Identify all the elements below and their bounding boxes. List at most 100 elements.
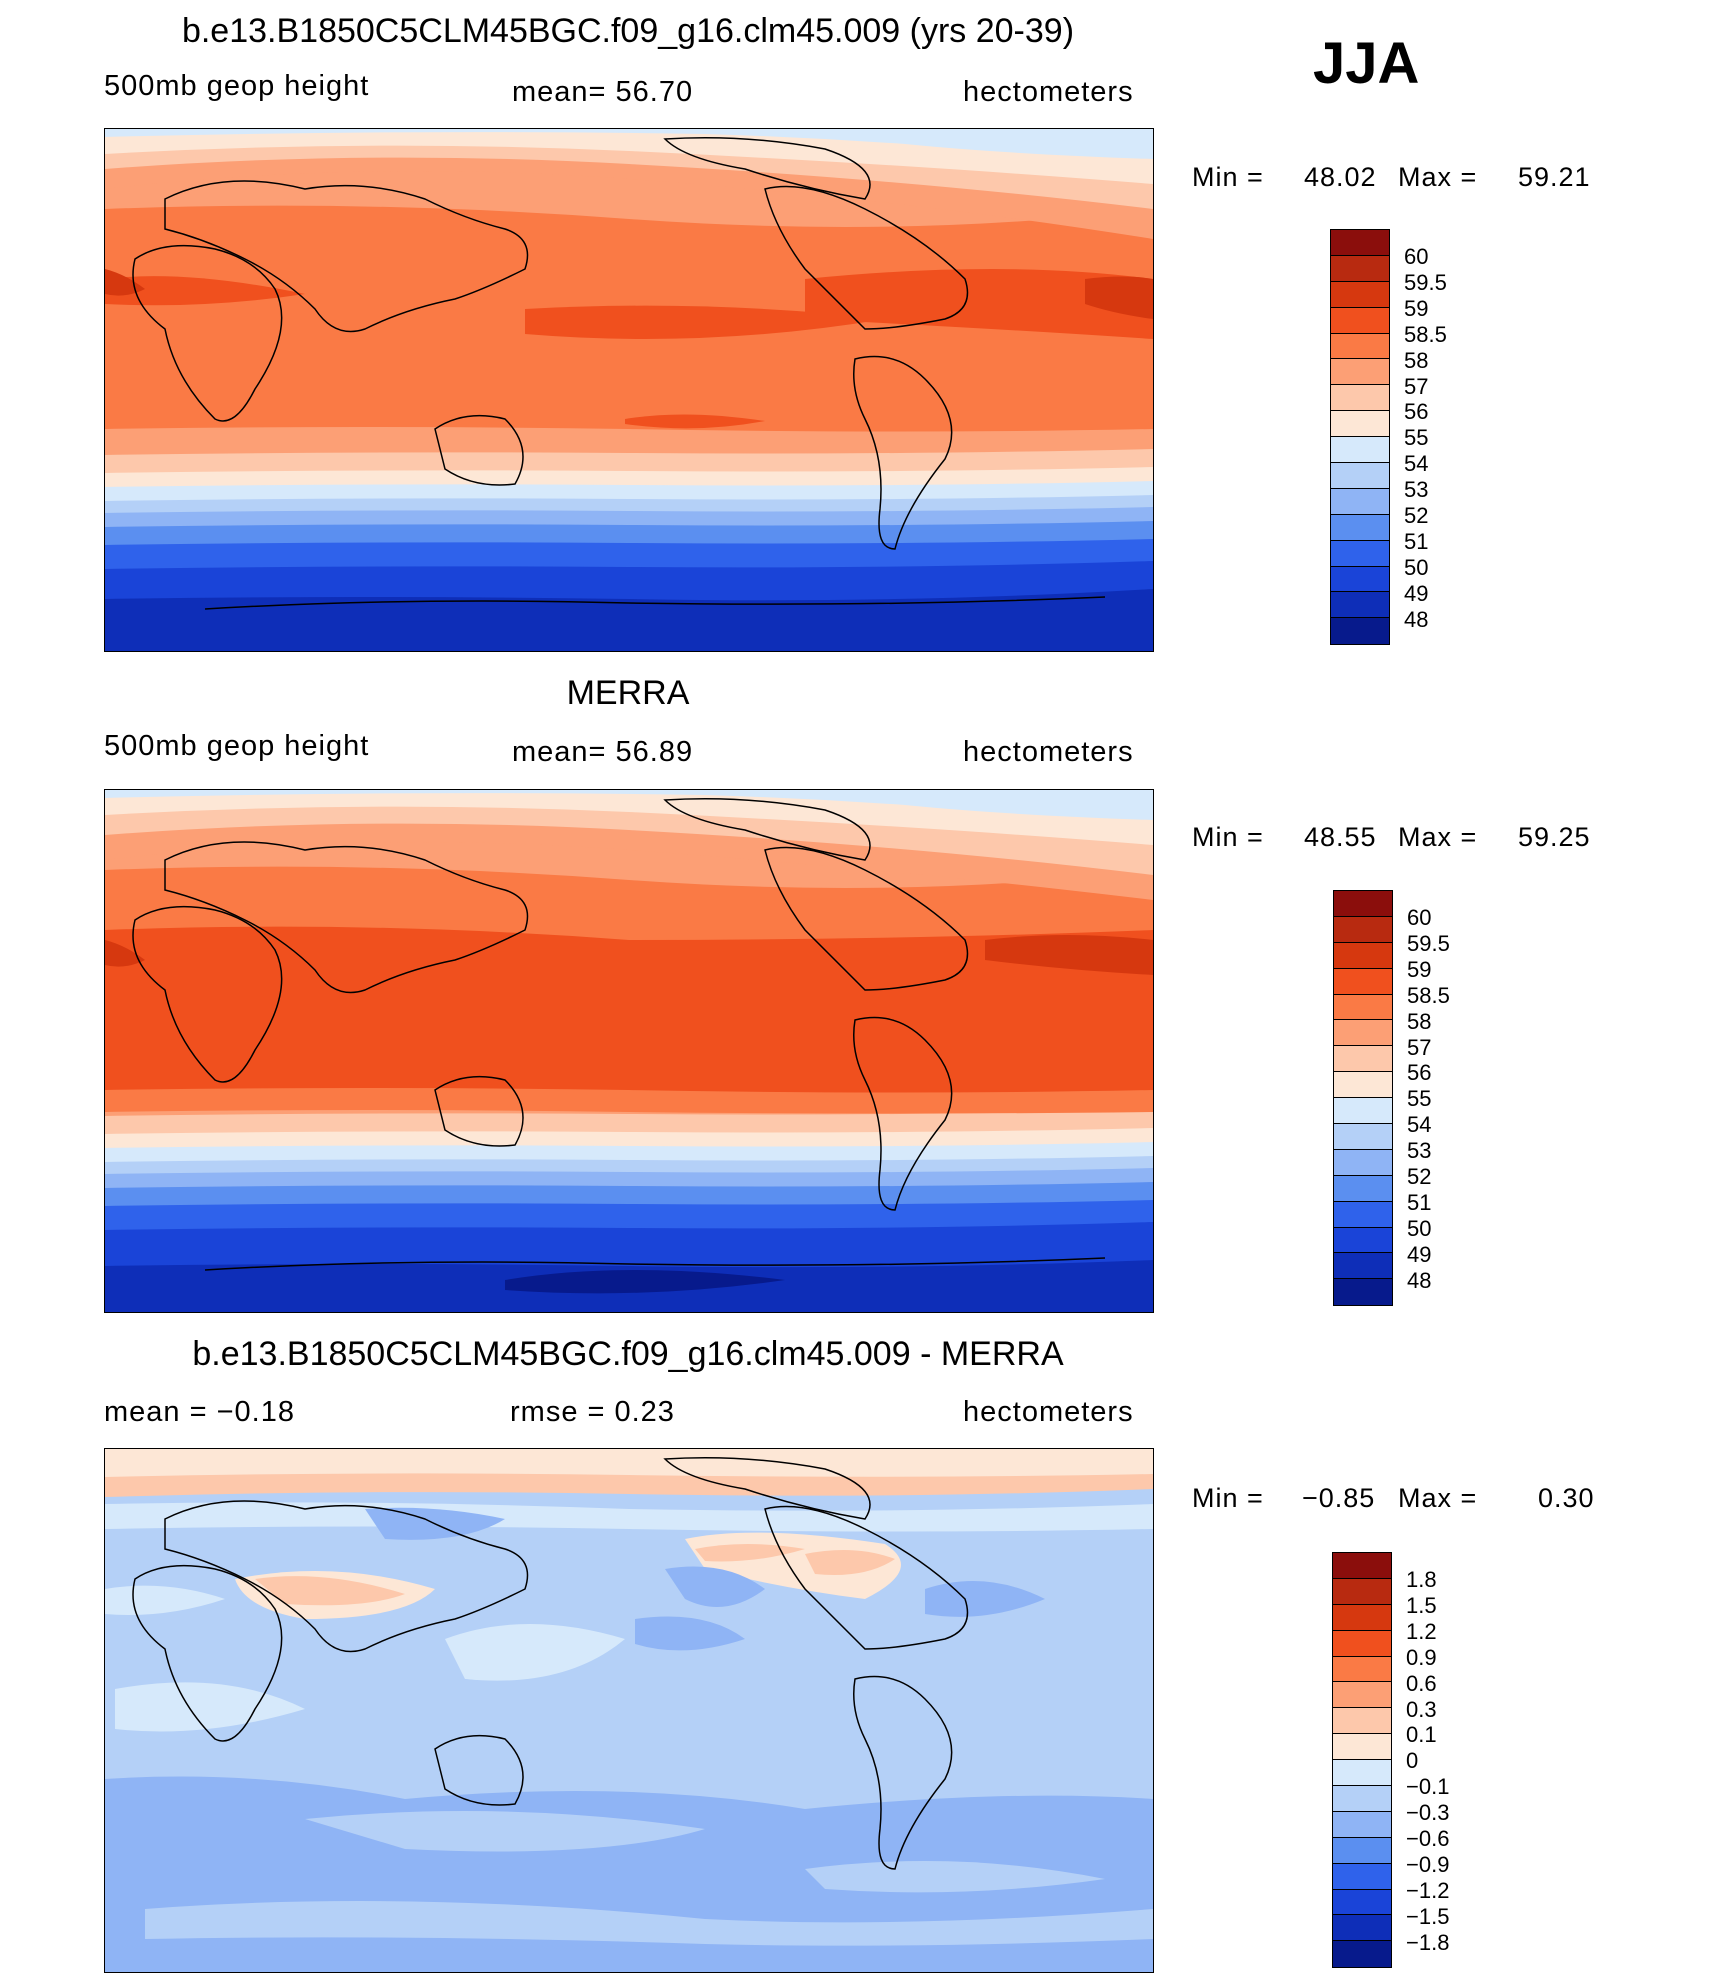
colorbar-level-label: 59.5 xyxy=(1407,930,1450,956)
colorbar-level-label: −0.6 xyxy=(1406,1826,1450,1851)
panel-diff-units: hectometers xyxy=(963,1396,1134,1428)
colorbar-swatch xyxy=(1333,1682,1391,1709)
colorbar-swatch xyxy=(1331,333,1389,360)
colorbar-swatch xyxy=(1331,488,1389,515)
colorbar-level-label: 54 xyxy=(1404,451,1429,477)
panel-obs-max-value: 59.25 xyxy=(1518,822,1591,852)
panel-diff-colorbar xyxy=(1332,1552,1392,1969)
colorbar-swatch xyxy=(1334,1175,1392,1202)
colorbar-swatch xyxy=(1333,1630,1391,1657)
colorbar-level-label: −1.8 xyxy=(1406,1929,1450,1955)
colorbar-swatch xyxy=(1334,968,1392,995)
panel-obs-title: MERRA xyxy=(566,674,690,712)
season-label: JJA xyxy=(1313,31,1420,96)
colorbar-level-label: 48 xyxy=(1404,606,1429,632)
colorbar-level-label: 58.5 xyxy=(1404,321,1447,347)
colorbar-swatch xyxy=(1331,566,1389,593)
colorbar-swatch xyxy=(1331,359,1389,386)
panel-obs-min-label: Min = xyxy=(1192,822,1264,852)
colorbar-level-label: 0.6 xyxy=(1406,1670,1437,1696)
colorbar-swatch xyxy=(1334,1072,1392,1099)
colorbar-swatch xyxy=(1331,281,1389,308)
colorbar-swatch xyxy=(1331,514,1389,541)
panel-model-title: b.e13.B1850C5CLM45BGC.f09_g16.clm45.009 … xyxy=(181,12,1075,50)
colorbar-swatch xyxy=(1333,1786,1391,1812)
colorbar-level-label: 51 xyxy=(1407,1189,1432,1215)
colorbar-swatch xyxy=(1334,1227,1392,1254)
colorbar-level-label: 55 xyxy=(1404,425,1429,451)
colorbar-level-label: −0.3 xyxy=(1406,1800,1450,1826)
colorbar-swatch xyxy=(1331,255,1389,282)
colorbar-swatch xyxy=(1333,1553,1391,1579)
colorbar-swatch xyxy=(1333,1811,1391,1838)
panel-model-min-value: 48.02 xyxy=(1304,162,1377,192)
panel-model-map xyxy=(104,128,1154,652)
colorbar-swatch xyxy=(1331,411,1389,438)
colorbar-swatch xyxy=(1334,1201,1392,1228)
colorbar-swatch xyxy=(1331,463,1389,489)
panel-obs-max-label: Max = xyxy=(1398,822,1478,852)
colorbar-swatch xyxy=(1333,1889,1391,1916)
colorbar-level-label: 58 xyxy=(1404,347,1429,373)
colorbar-level-label: 59 xyxy=(1407,956,1432,982)
colorbar-swatch xyxy=(1334,1020,1392,1047)
panel-model-mean: mean= 56.70 xyxy=(512,76,694,108)
colorbar-level-label: 58 xyxy=(1407,1008,1432,1034)
panel-model-max-label: Max = xyxy=(1398,162,1478,192)
colorbar-level-label: 58.5 xyxy=(1407,982,1450,1008)
colorbar-level-label: 59.5 xyxy=(1404,269,1447,295)
colorbar-swatch xyxy=(1331,385,1389,412)
colorbar-swatch xyxy=(1334,1149,1392,1176)
colorbar-swatch xyxy=(1333,1863,1391,1890)
colorbar-swatch xyxy=(1333,1656,1391,1683)
panel-obs-variable: 500mb geop height xyxy=(104,730,370,762)
colorbar-level-label: 52 xyxy=(1407,1164,1432,1189)
colorbar-level-label: 60 xyxy=(1404,244,1429,269)
colorbar-level-label: −0.9 xyxy=(1406,1851,1450,1877)
colorbar-level-label: 52 xyxy=(1404,503,1429,528)
colorbar-swatch xyxy=(1333,1578,1391,1605)
colorbar-level-label: 55 xyxy=(1407,1086,1432,1112)
colorbar-level-label: 48 xyxy=(1407,1267,1432,1293)
colorbar-swatch xyxy=(1334,916,1392,943)
colorbar-level-label: 57 xyxy=(1404,373,1429,399)
panel-obs-min-value: 48.55 xyxy=(1304,822,1377,852)
colorbar-level-label: 60 xyxy=(1407,905,1432,930)
panel-obs-map xyxy=(104,789,1154,1313)
colorbar-level-label: 57 xyxy=(1407,1034,1432,1060)
colorbar-swatch xyxy=(1334,1098,1392,1125)
colorbar-level-label: 0.3 xyxy=(1406,1696,1437,1722)
colorbar-level-label: 0 xyxy=(1406,1748,1419,1774)
panel-diff-mean: mean = −0.18 xyxy=(104,1396,295,1428)
panel-diff-min-label: Min = xyxy=(1192,1483,1264,1513)
panel-obs-colorbar xyxy=(1333,890,1393,1307)
colorbar-swatch xyxy=(1333,1760,1391,1787)
panel-model-units: hectometers xyxy=(963,76,1134,108)
colorbar-swatch xyxy=(1334,1253,1392,1280)
colorbar-level-label: 1.2 xyxy=(1406,1618,1437,1644)
colorbar-swatch xyxy=(1333,1734,1391,1761)
colorbar-level-label: 53 xyxy=(1407,1138,1432,1164)
colorbar-level-label: −0.1 xyxy=(1406,1774,1450,1800)
colorbar-swatch xyxy=(1331,230,1389,256)
colorbar-swatch xyxy=(1334,1124,1392,1150)
colorbar-level-label: 56 xyxy=(1404,399,1429,425)
panel-diff-title: b.e13.B1850C5CLM45BGC.f09_g16.clm45.009 … xyxy=(192,1335,1064,1373)
colorbar-swatch xyxy=(1331,307,1389,334)
panel-diff-max-label: Max = xyxy=(1398,1483,1478,1513)
panel-obs-mean: mean= 56.89 xyxy=(512,736,694,768)
colorbar-level-label: 0.9 xyxy=(1406,1644,1437,1670)
colorbar-swatch xyxy=(1334,994,1392,1021)
panel-obs-units: hectometers xyxy=(963,736,1134,768)
colorbar-level-label: 50 xyxy=(1404,554,1429,580)
colorbar-swatch xyxy=(1334,891,1392,917)
colorbar-swatch xyxy=(1334,1046,1392,1073)
colorbar-level-label: −1.2 xyxy=(1406,1877,1450,1903)
colorbar-level-label: 53 xyxy=(1404,477,1429,503)
colorbar-swatch xyxy=(1331,540,1389,567)
colorbar-swatch xyxy=(1333,1837,1391,1864)
panel-diff-rmse: rmse = 0.23 xyxy=(510,1396,675,1428)
colorbar-level-label: 1.5 xyxy=(1406,1592,1437,1618)
colorbar-swatch xyxy=(1333,1708,1391,1735)
colorbar-level-label: 59 xyxy=(1404,295,1429,321)
